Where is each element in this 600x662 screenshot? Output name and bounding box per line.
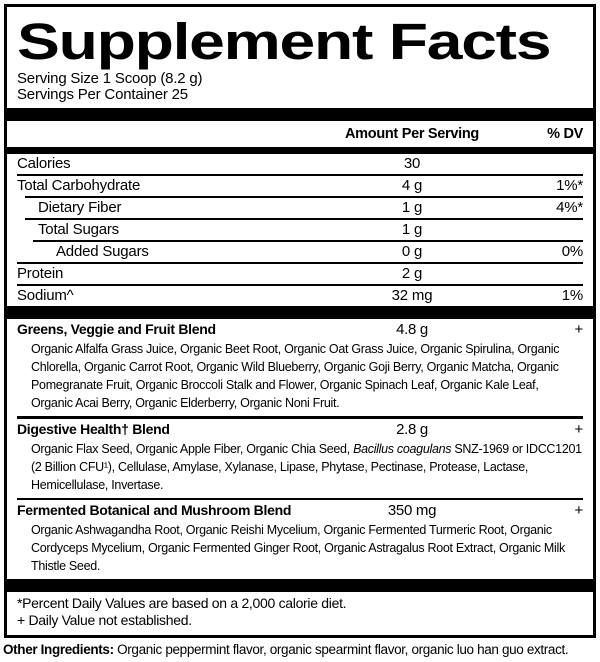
nutrient-dv: 4%*	[556, 199, 583, 216]
nutrient-amount: 32 mg	[391, 287, 433, 304]
nutrient-name: Total Sugars	[38, 221, 119, 238]
blend-dv: +	[574, 321, 584, 338]
blend-ingredients-greens: Organic Alfalfa Grass Juice, Organic Bee…	[31, 342, 560, 410]
nutrient-row-added-sugars: Added Sugars 0 g 0%	[17, 242, 583, 262]
hairline	[25, 196, 583, 198]
column-header-dv: % DV	[547, 126, 583, 142]
blend-amount: 350 mg	[387, 502, 437, 519]
hairline	[25, 218, 583, 220]
other-ingredients: Other Ingredients: Organic peppermint fl…	[3, 642, 597, 658]
nutrient-dv: 0%	[561, 243, 583, 260]
hairline	[17, 284, 583, 286]
serving-size: Serving Size 1 Scoop (8.2 g)	[17, 70, 203, 87]
footnote-daily-values: *Percent Daily Values are based on a 2,0…	[17, 595, 347, 611]
hairline	[17, 262, 583, 264]
column-header-row: Amount Per Serving % DV	[17, 121, 583, 147]
hairline	[17, 174, 583, 176]
blend-name: Greens, Veggie and Fruit Blend	[17, 321, 216, 337]
nutrient-name: Total Carbohydrate	[17, 177, 141, 194]
blend-header-greens: Greens, Veggie and Fruit Blend 4.8 g +	[17, 319, 583, 340]
servings-per-container: Servings Per Container 25	[17, 86, 188, 103]
thick-rule-blends	[7, 306, 593, 319]
nutrient-row-protein: Protein 2 g	[17, 264, 583, 284]
nutrient-amount: 0 g	[401, 243, 423, 260]
nutrient-amount: 1 g	[401, 199, 423, 216]
blend-dv: +	[574, 502, 584, 519]
footnote-not-established: + Daily Value not established.	[17, 612, 192, 628]
blend-amount: 4.8 g	[396, 321, 428, 338]
nutrient-row-sodium: Sodium^ 32 mg 1%	[17, 286, 583, 306]
blend-name: Fermented Botanical and Mushroom Blend	[17, 502, 292, 518]
blend-name: Digestive Health† Blend	[17, 420, 170, 437]
nutrient-dv: 1%	[561, 287, 583, 304]
page-title: Supplement Facts	[17, 13, 552, 70]
thick-rule-top	[7, 108, 593, 121]
nutrient-row-calories: Calories 30	[17, 154, 583, 174]
nutrient-name: Dietary Fiber	[38, 199, 122, 216]
other-ingredients-text: Organic peppermint flavor, organic spear…	[113, 642, 569, 657]
column-header-amount: Amount Per Serving	[345, 126, 479, 142]
thick-rule-footnotes	[7, 579, 593, 592]
nutrient-amount: 4 g	[401, 177, 423, 194]
nutrient-amount: 1 g	[401, 221, 423, 238]
nutrient-name: Added Sugars	[56, 243, 149, 260]
nutrient-row-dietary-fiber: Dietary Fiber 1 g 4%*	[17, 198, 583, 218]
blend-amount: 2.8 g	[396, 420, 428, 438]
blend-ingredients-fermented: Organic Ashwagandha Root, Organic Reishi…	[31, 523, 565, 573]
nutrient-amount: 2 g	[401, 265, 423, 282]
nutrient-name: Protein	[17, 265, 64, 282]
supplement-facts-panel: Supplement Facts Serving Size 1 Scoop (8…	[4, 4, 596, 638]
blend-header-fermented: Fermented Botanical and Mushroom Blend 3…	[17, 500, 583, 521]
blend-dv: +	[574, 420, 584, 438]
nutrient-name: Calories	[17, 155, 71, 172]
serving-info: Serving Size 1 Scoop (8.2 g) Servings Pe…	[17, 71, 583, 103]
nutrient-dv: 1%*	[556, 177, 583, 194]
blend-separator	[17, 497, 583, 500]
blend-header-digestive: Digestive Health† Blend 2.8 g +	[17, 419, 583, 440]
hairline	[33, 240, 583, 242]
footnotes: *Percent Daily Values are based on a 2,0…	[17, 592, 583, 635]
blend-separator	[17, 416, 583, 419]
nutrient-row-total-carbohydrate: Total Carbohydrate 4 g 1%*	[17, 176, 583, 196]
nutrient-row-total-sugars: Total Sugars 1 g	[17, 220, 583, 240]
nutrient-amount: 30	[403, 155, 421, 172]
blend-ingredients-digestive: Organic Flax Seed, Organic Apple Fiber, …	[31, 441, 582, 492]
medium-rule-header	[7, 147, 593, 154]
nutrient-name: Sodium^	[17, 287, 74, 304]
other-ingredients-label: Other Ingredients:	[3, 642, 114, 657]
